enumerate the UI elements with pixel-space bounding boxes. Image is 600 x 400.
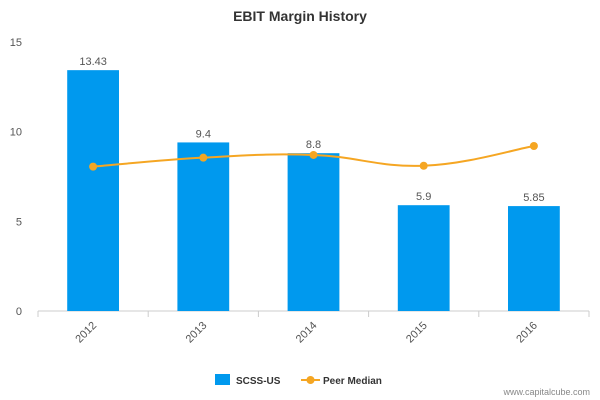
x-axis-tickmarks <box>37 311 590 317</box>
legend-marker-peer-median <box>306 376 315 384</box>
y-tick-label-10: 10 <box>10 127 22 139</box>
y-axis-ticks: 0 5 10 15 <box>10 37 22 318</box>
legend-label-peer-median: Peer Median <box>323 376 382 387</box>
bar-label-2013: 9.4 <box>196 128 211 140</box>
bar-2013 <box>177 142 230 311</box>
bar-label-2012: 13.43 <box>79 56 107 68</box>
bar-data-labels: 13.43 9.4 8.8 5.9 5.85 <box>79 56 544 204</box>
peer-median-point-2014 <box>309 150 318 159</box>
chart-title: EBIT Margin History <box>233 8 367 24</box>
watermark: www.capitalcube.com <box>502 387 590 397</box>
bar-2016 <box>508 206 560 311</box>
legend-swatch-scss-us <box>215 374 230 385</box>
x-tick-label-2014: 2014 <box>294 320 320 346</box>
peer-median-point-2013 <box>199 153 208 162</box>
y-tick-label-0: 0 <box>16 306 22 318</box>
legend: SCSS-US Peer Median <box>215 374 382 387</box>
bar-2014 <box>287 153 340 311</box>
peer-median-point-2012 <box>89 162 98 171</box>
y-tick-label-15: 15 <box>10 37 22 49</box>
peer-median-series <box>89 142 538 171</box>
bar-series <box>67 70 560 311</box>
x-tick-label-2012: 2012 <box>73 320 99 346</box>
bar-label-2014: 8.8 <box>306 139 321 151</box>
x-axis-labels: 2012 2013 2014 2015 2016 <box>73 320 540 346</box>
bar-label-2016: 5.85 <box>523 192 544 204</box>
y-tick-label-5: 5 <box>16 216 22 228</box>
bar-2012 <box>67 70 119 311</box>
x-tick-label-2015: 2015 <box>404 320 430 346</box>
legend-label-scss-us: SCSS-US <box>236 376 281 387</box>
bar-2015 <box>397 205 450 311</box>
peer-median-point-2016 <box>529 142 538 151</box>
x-tick-label-2013: 2013 <box>184 320 210 346</box>
peer-median-point-2015 <box>419 161 428 170</box>
bar-label-2015: 5.9 <box>416 191 431 203</box>
x-tick-label-2016: 2016 <box>514 320 540 346</box>
